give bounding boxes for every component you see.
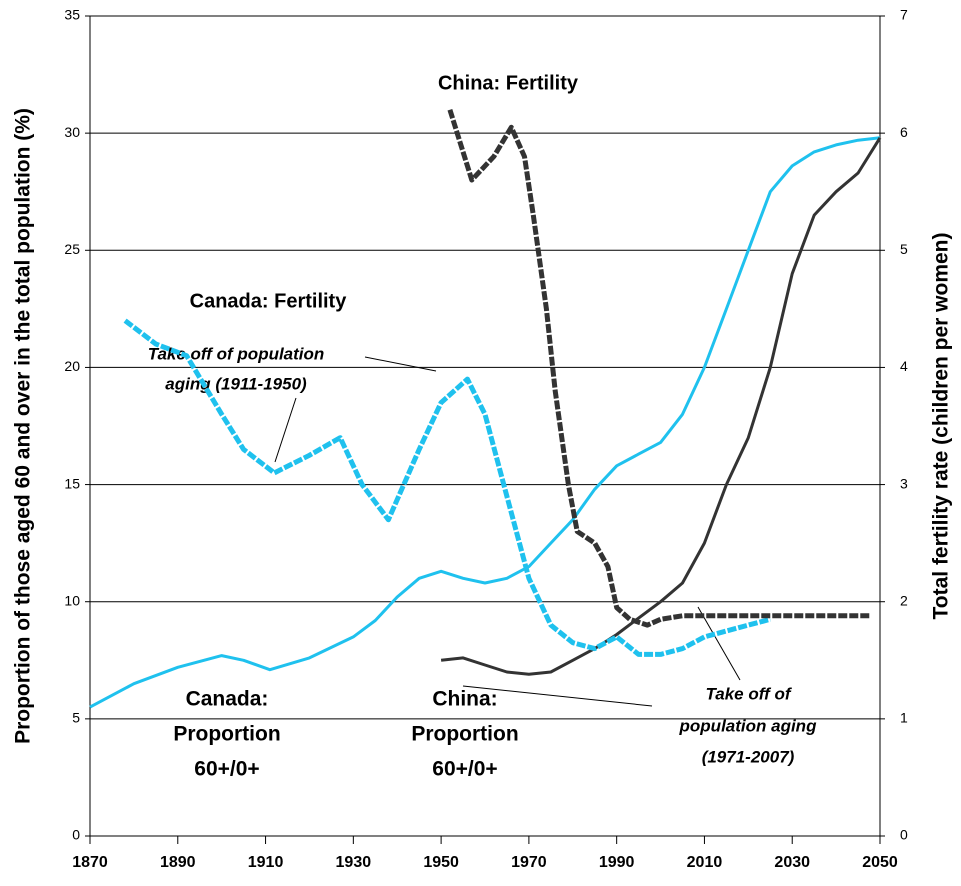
y-tick-label: 20 [64,358,80,374]
x-tick-label: 2010 [687,854,723,871]
y-tick-label: 35 [64,7,80,23]
y-tick-label: 25 [64,241,80,257]
annotation: Canada: [186,688,269,711]
annotation: China: [432,688,497,711]
x-tick-label: 1910 [248,854,284,871]
y2-tick-label: 0 [900,827,908,843]
leader-line [697,606,741,681]
annotation: Proportion [411,723,518,746]
y2-tick-label: 6 [900,124,908,140]
annotation: China: Fertility [438,72,579,94]
y-tick-label: 5 [72,710,80,726]
x-tick-label: 2050 [862,854,898,871]
x-tick-label: 1990 [599,854,635,871]
leader-line [462,685,653,707]
y-tick-label: 10 [64,592,80,608]
series-line [89,136,881,709]
annotation: (1971-2007) [702,747,795,766]
series-line [447,108,872,628]
annotation: aging (1911-1950) [165,374,307,393]
y2-tick-label: 7 [900,7,908,23]
annotation: population aging [679,716,818,735]
leader-line [274,397,297,463]
x-tick-label: 2030 [774,854,810,871]
annotation: Take off of [705,684,792,703]
y2-tick-label: 3 [900,475,908,491]
y2-tick-label: 4 [900,358,908,374]
y-tick-label: 15 [64,475,80,491]
x-tick-label: 1930 [336,854,372,871]
annotation: Take off of population [148,344,325,363]
series-line [440,137,882,676]
leader-line [364,356,437,372]
y-axis-title: Proportion of those aged 60 and over in … [12,108,35,744]
annotation: 60+/0+ [194,758,259,781]
annotation: Proportion [173,723,280,746]
y2-axis-title: Total fertility rate (children per women… [930,232,953,619]
x-tick-label: 1970 [511,854,547,871]
y2-tick-label: 5 [900,241,908,257]
y2-tick-label: 1 [900,710,908,726]
annotation: 60+/0+ [432,758,497,781]
y2-tick-label: 2 [900,592,908,608]
leader-lines [274,356,741,707]
series-line [123,318,771,657]
x-tick-label: 1890 [160,854,196,871]
grid [90,15,880,837]
y-tick-label: 0 [72,827,80,843]
annotation: Canada: Fertility [190,290,348,312]
x-tick-label: 1870 [72,854,108,871]
x-tick-label: 1950 [423,854,459,871]
y-tick-label: 30 [64,124,80,140]
